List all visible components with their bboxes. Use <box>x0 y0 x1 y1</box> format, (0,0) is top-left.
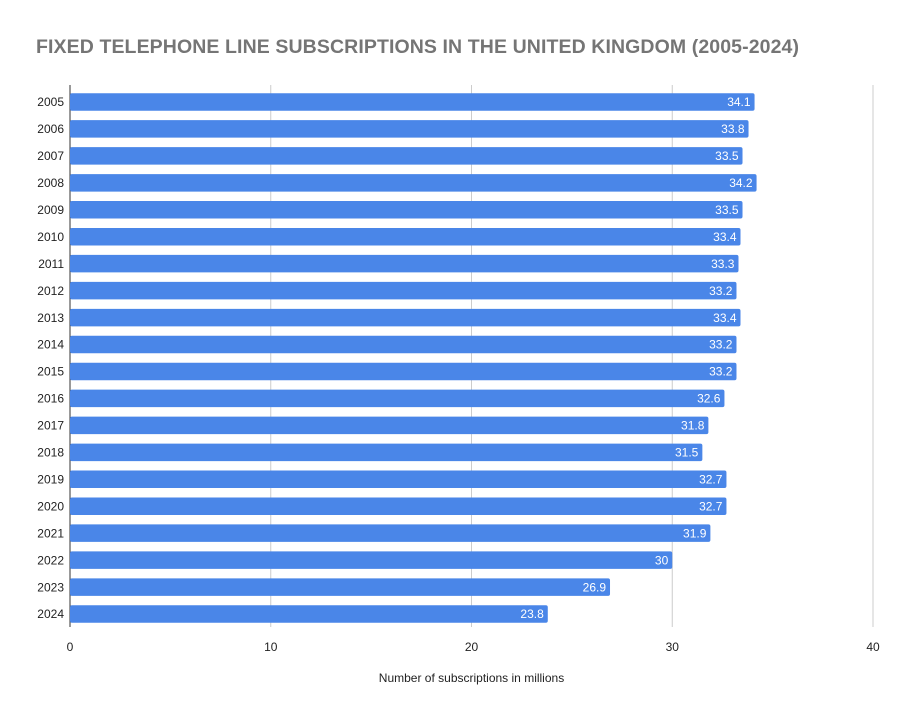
category-label-2018: 2018 <box>37 446 64 460</box>
category-label-2012: 2012 <box>37 284 64 298</box>
category-label-2020: 2020 <box>37 499 64 513</box>
data-label-2007: 33.5 <box>715 149 739 163</box>
category-label-2009: 2009 <box>37 203 64 217</box>
gridlines <box>69 85 874 627</box>
bar-2006 <box>70 120 749 138</box>
data-label-2021: 31.9 <box>683 526 707 540</box>
bar-2013 <box>70 308 741 327</box>
data-label-2020: 32.7 <box>699 499 723 513</box>
data-label-2006: 33.8 <box>721 122 745 136</box>
bar-2022 <box>70 551 673 569</box>
category-axis: 2005 2006 2007 2008 2009 2010 2011 2012 2013 2014… <box>37 95 64 621</box>
data-label-2011: 33.3 <box>711 257 735 271</box>
category-label-2011: 2011 <box>38 257 64 271</box>
value-axis: 0 10 20 30 40 <box>67 640 880 654</box>
bar-2005 <box>70 93 755 111</box>
data-label-2018: 31.5 <box>675 446 699 460</box>
data-label-2019: 32.7 <box>699 472 723 486</box>
bar-2008 <box>70 174 757 192</box>
bar-2009 <box>70 201 743 219</box>
category-label-2014: 2014 <box>37 338 64 352</box>
bar-2014 <box>70 335 737 354</box>
category-label-2022: 2022 <box>37 553 64 567</box>
bar-2015 <box>70 362 737 381</box>
category-label-2021: 2021 <box>37 526 64 540</box>
bar-2018 <box>70 443 703 462</box>
data-label-2012: 33.2 <box>709 284 733 298</box>
x-tick-label-10: 10 <box>264 640 278 654</box>
bar-2020 <box>70 497 727 515</box>
category-label-2006: 2006 <box>37 122 64 136</box>
x-axis-title: Number of subscriptions in millions <box>379 671 564 685</box>
data-label-2009: 33.5 <box>715 203 739 217</box>
data-label-2015: 33.2 <box>709 365 733 379</box>
data-label-2008: 34.2 <box>729 176 753 190</box>
x-tick-label-0: 0 <box>67 640 74 654</box>
bar-2007 <box>70 147 743 165</box>
data-label-2022: 30 <box>655 553 669 567</box>
bar-2011 <box>70 254 739 273</box>
chart-title: FIXED TELEPHONE LINE SUBSCRIPTIONS IN TH… <box>36 36 800 58</box>
data-label-2016: 32.6 <box>697 392 721 406</box>
bar-2017 <box>70 416 709 435</box>
data-label-2010: 33.4 <box>713 230 737 244</box>
bar-2019 <box>70 470 727 489</box>
category-label-2017: 2017 <box>37 419 64 433</box>
category-label-2019: 2019 <box>37 472 64 486</box>
category-label-2005: 2005 <box>37 95 64 109</box>
x-tick-label-30: 30 <box>666 640 680 654</box>
bar-2024 <box>70 605 548 623</box>
data-label-2005: 34.1 <box>727 95 751 109</box>
data-label-2024: 23.8 <box>520 607 544 621</box>
bar-2010 <box>70 227 741 246</box>
data-label-2014: 33.2 <box>709 338 733 352</box>
data-label-2017: 31.8 <box>681 419 705 433</box>
bar-2016 <box>70 389 725 408</box>
category-label-2016: 2016 <box>37 392 64 406</box>
category-label-2008: 2008 <box>37 176 64 190</box>
bar-2021 <box>70 524 711 542</box>
category-label-2023: 2023 <box>37 580 64 594</box>
bars: 34.1 33.8 33.5 34.2 33.5 33.4 33.3 33.2 33.4 33.2… <box>70 93 757 623</box>
bar-2023 <box>70 578 611 596</box>
category-label-2013: 2013 <box>37 311 64 325</box>
x-tick-label-40: 40 <box>866 640 880 654</box>
data-label-2023: 26.9 <box>583 580 607 594</box>
data-label-2013: 33.4 <box>713 311 737 325</box>
category-label-2024: 2024 <box>37 607 64 621</box>
bar-2012 <box>70 281 737 300</box>
category-label-2007: 2007 <box>37 149 64 163</box>
category-label-2015: 2015 <box>37 365 64 379</box>
x-tick-label-20: 20 <box>465 640 479 654</box>
category-label-2010: 2010 <box>37 230 64 244</box>
